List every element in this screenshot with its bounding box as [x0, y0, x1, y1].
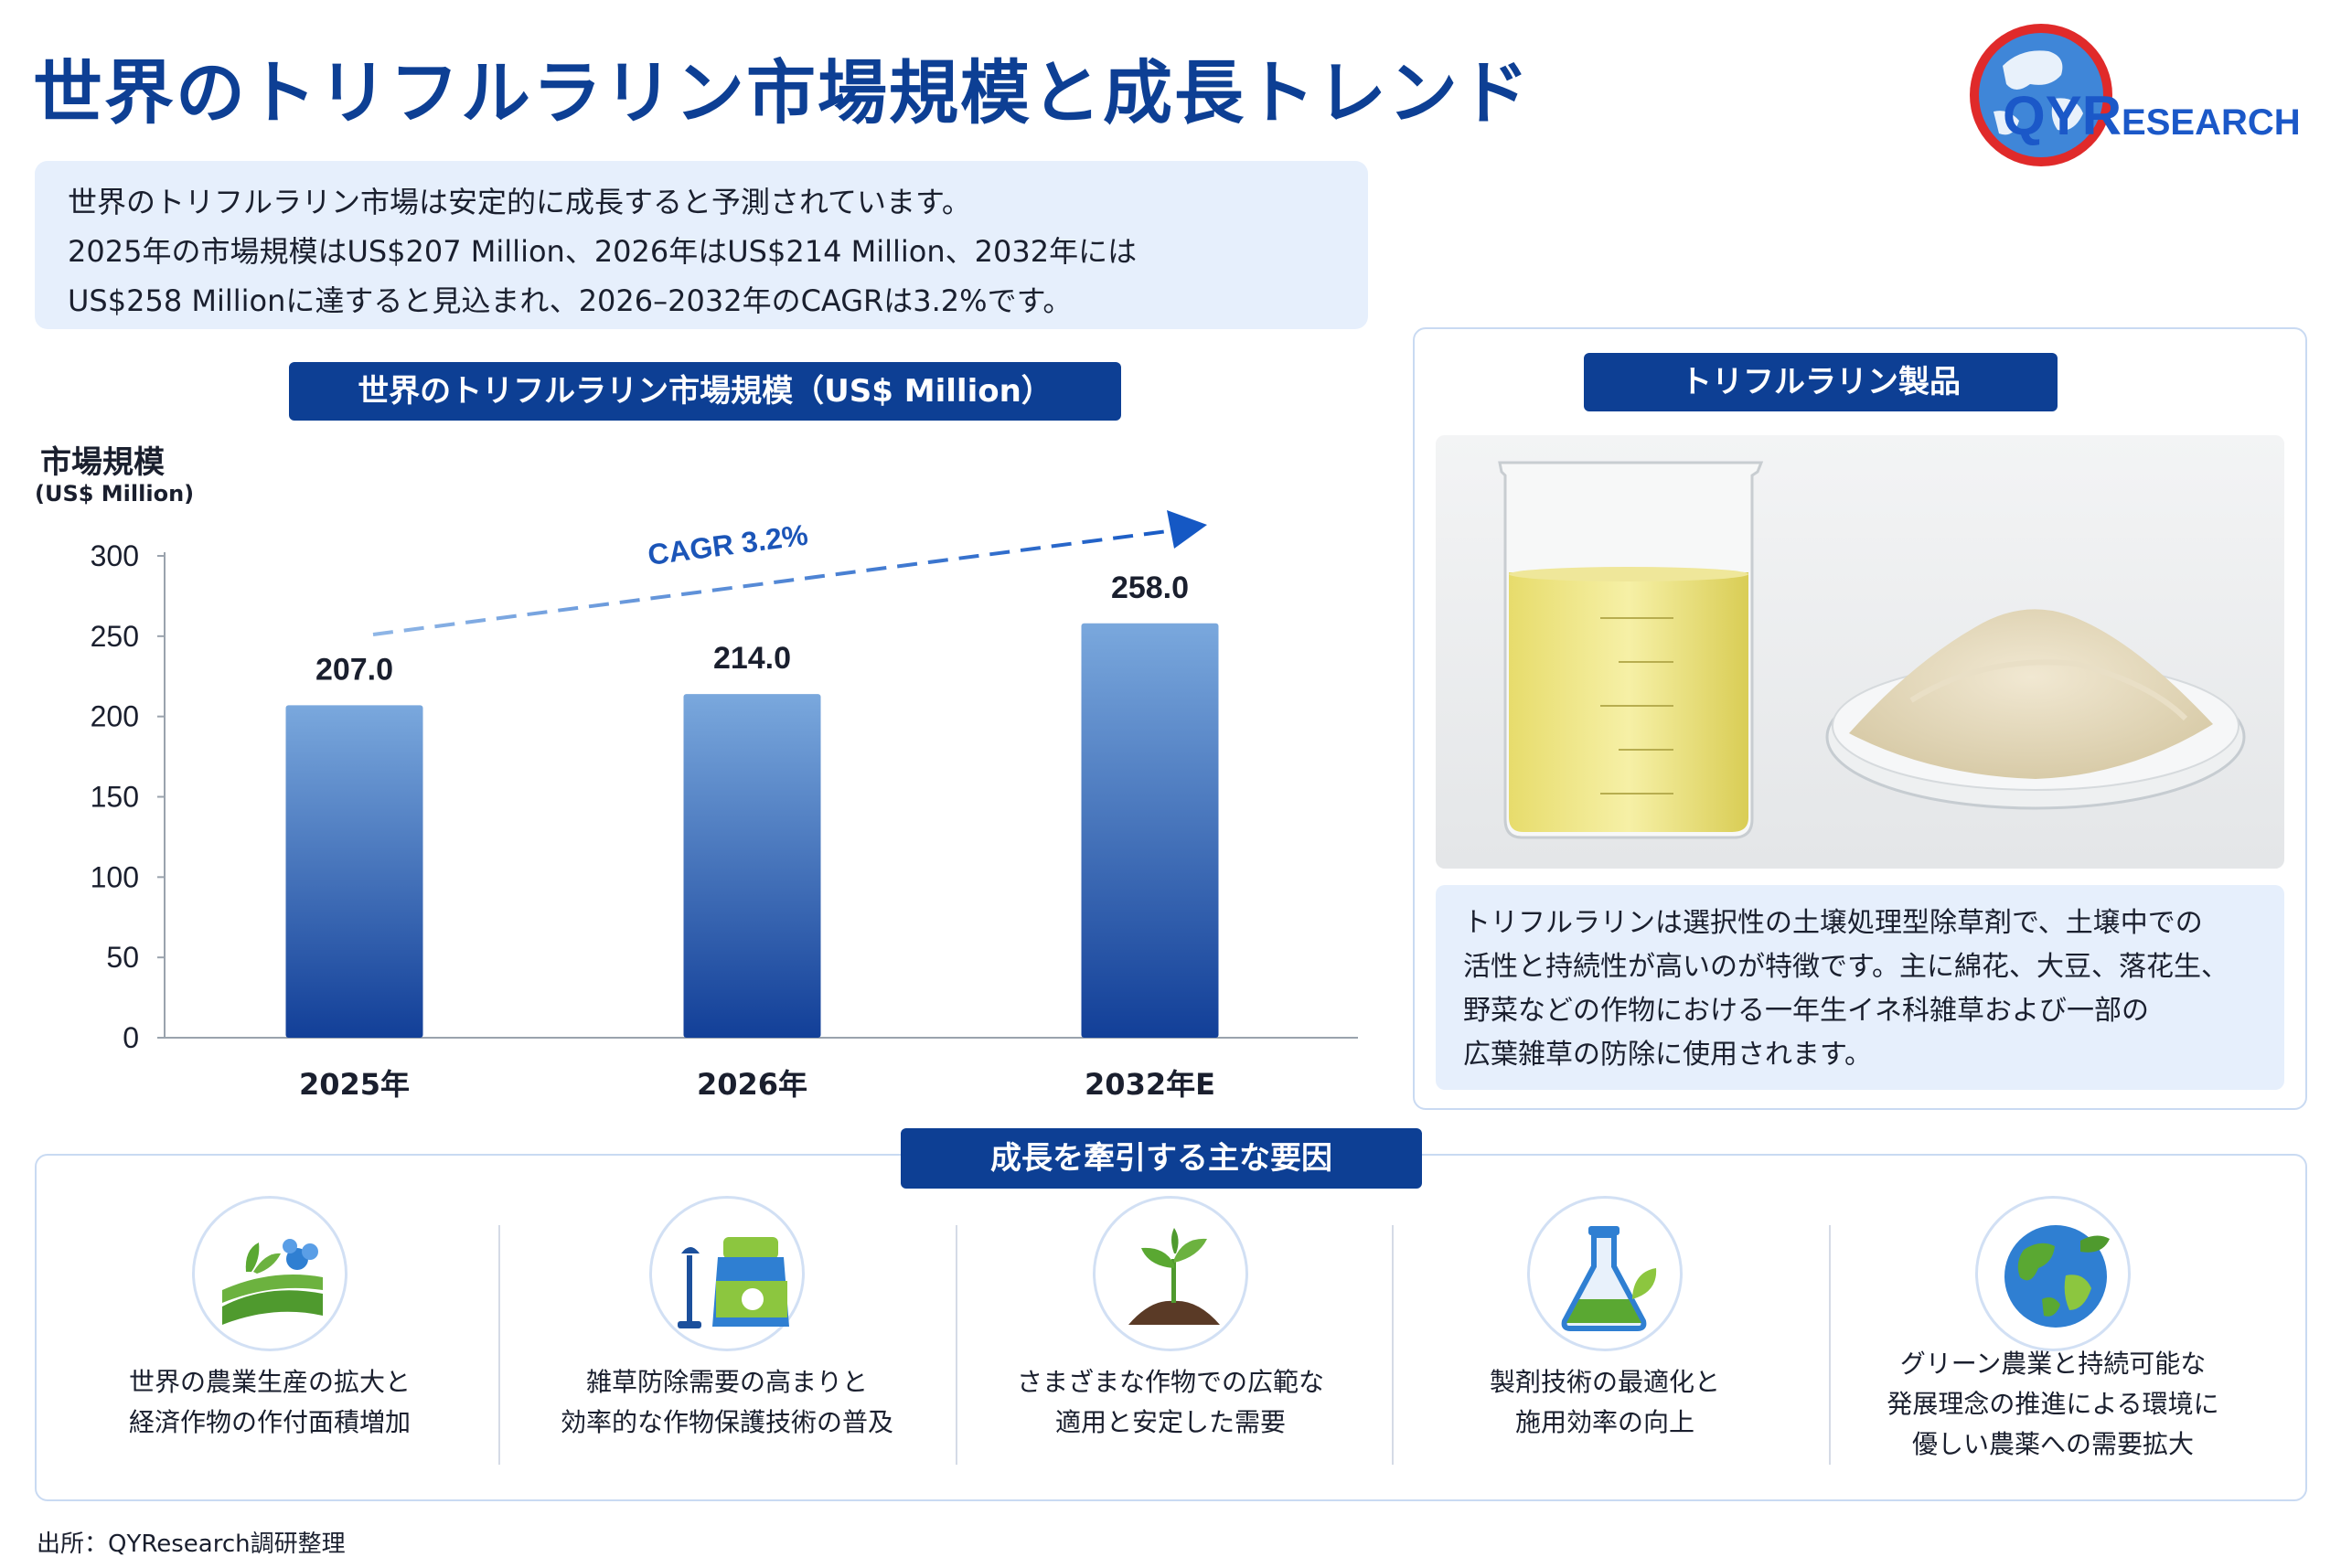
- summary-line-2: 2025年の市場規模はUS$207 Million、2026年はUS$214 M…: [68, 234, 1138, 269]
- bar: [285, 705, 423, 1038]
- y-tick-label: 300: [91, 539, 139, 572]
- y-tick-label: 0: [123, 1021, 139, 1054]
- beaker-and-powder-image: [1436, 435, 2284, 869]
- logo-esearch-text: ESEARCH: [2122, 102, 2301, 143]
- driver-divider: [1392, 1225, 1394, 1465]
- globe-leaf-icon: [1975, 1196, 2131, 1351]
- x-tick-label: 2025年: [299, 1067, 410, 1102]
- driver-text-line-3: 優しい農薬への需要拡大: [1911, 1429, 2194, 1459]
- page-title: 世界のトリフルラリン市場規模と成長トレンド: [33, 52, 1531, 133]
- bar-chart-svg: 0 50 100 150 200 250 300 207.0 2025年 214.0 2026年 2…: [91, 510, 1358, 1102]
- driver-text-line-2: 適用と安定した需要: [1054, 1407, 1286, 1437]
- product-desc-line-4: 広葉雑草の防除に使用されます。: [1463, 1039, 1872, 1071]
- driver-divider: [498, 1225, 500, 1465]
- driver-text-line-2: 施用効率の向上: [1514, 1407, 1694, 1437]
- chart-title: 世界のトリフルラリン市場規模（US$ Million）: [289, 362, 1121, 421]
- source-note: 出所：QYResearch調研整理: [37, 1531, 346, 1558]
- driver-item: 雑草防除需要の高まりと 効率的な作物保護技術の普及: [512, 1189, 942, 1481]
- bar: [683, 694, 821, 1038]
- drivers-title: 成長を牽引する主な要因: [901, 1128, 1422, 1189]
- product-photo: [1436, 435, 2284, 869]
- driver-divider: [956, 1225, 957, 1465]
- logo-qyr-text: QYR: [2003, 85, 2122, 146]
- seedling-icon: [1093, 1196, 1248, 1351]
- cagr-annotation: CAGR 3.2%: [646, 518, 809, 571]
- driver-text-line-2: 発展理念の推進による環境に: [1887, 1389, 2219, 1419]
- y-axis-unit: (US$ Million): [35, 481, 195, 507]
- driver-text-line-1: 雑草防除需要の高まりと: [585, 1367, 868, 1397]
- driver-divider: [1829, 1225, 1831, 1465]
- driver-text-line-1: 世界の農業生産の拡大と: [128, 1367, 411, 1397]
- driver-text-line-2: 効率的な作物保護技術の普及: [560, 1407, 893, 1437]
- x-tick-label: 2032年E: [1085, 1067, 1215, 1102]
- driver-text-line-1: 製剤技術の最適化と: [1489, 1367, 1720, 1397]
- flask-leaf-icon: [1527, 1196, 1683, 1351]
- x-tick-label: 2026年: [697, 1067, 807, 1102]
- bar-value-label: 207.0: [315, 652, 393, 687]
- cagr-trend-arrow: [372, 527, 1190, 636]
- driver-item: 世界の農業生産の拡大と 経済作物の作付面積増加: [55, 1189, 485, 1481]
- driver-item: さまざまな作物での広範な 適用と安定した需要: [956, 1189, 1385, 1481]
- driver-item: グリーン農業と持続可能な 発展理念の推進による環境に 優しい農薬への需要拡大: [1838, 1189, 2268, 1481]
- product-desc-line-2: 活性と持続性が高いのが特徴です。主に綿花、大豆、落花生、: [1463, 951, 2229, 983]
- logo-wordmark: QYRESEARCH: [2003, 84, 2301, 147]
- driver-text-line-1: グリーン農業と持続可能な: [1899, 1349, 2207, 1379]
- y-tick-label: 50: [106, 941, 139, 974]
- sprayer-bag-icon: [649, 1196, 805, 1351]
- y-axis-title: 市場規模: [40, 444, 165, 481]
- qyresearch-logo: QYRESEARCH: [1966, 11, 2332, 176]
- y-tick-label: 200: [91, 700, 139, 733]
- y-tick-label: 100: [91, 860, 139, 893]
- driver-text-line-2: 経済作物の作付面積増加: [128, 1407, 411, 1437]
- market-summary: 世界のトリフルラリン市場は安定的に成長すると予測されています。 2025年の市場…: [35, 161, 1368, 329]
- cagr-arrow-head: [1167, 510, 1207, 549]
- driver-item: 製剤技術の最適化と 施用効率の向上: [1390, 1189, 1820, 1481]
- y-tick-label: 150: [91, 781, 139, 814]
- product-desc-line-1: トリフルラリンは選択性の土壌処理型除草剤で、土壌中での: [1463, 907, 2203, 939]
- bar: [1081, 623, 1219, 1038]
- summary-line-1: 世界のトリフルラリン市場は安定的に成長すると予測されています。: [68, 185, 971, 219]
- driver-text-line-1: さまざまな作物での広範な: [1016, 1367, 1324, 1397]
- product-title: トリフルラリン製品: [1584, 353, 2058, 411]
- bar-value-label: 258.0: [1111, 571, 1189, 605]
- product-description: トリフルラリンは選択性の土壌処理型除草剤で、土壌中での 活性と持続性が高いのが特…: [1436, 885, 2284, 1090]
- globe-logo-icon: [1970, 24, 2112, 166]
- bar-value-label: 214.0: [713, 641, 791, 676]
- market-size-chart: 0 50 100 150 200 250 300 207.0 2025年 214.0 2026年 2…: [27, 421, 1399, 1115]
- y-tick-label: 250: [91, 620, 139, 653]
- summary-line-3: US$258 Millionに達すると見込まれ、2026–2032年のCAGRは…: [68, 283, 1073, 318]
- product-desc-line-3: 野菜などの作物における一年生イネ科雑草および一部の: [1463, 995, 2149, 1027]
- farm-field-icon: [192, 1196, 347, 1351]
